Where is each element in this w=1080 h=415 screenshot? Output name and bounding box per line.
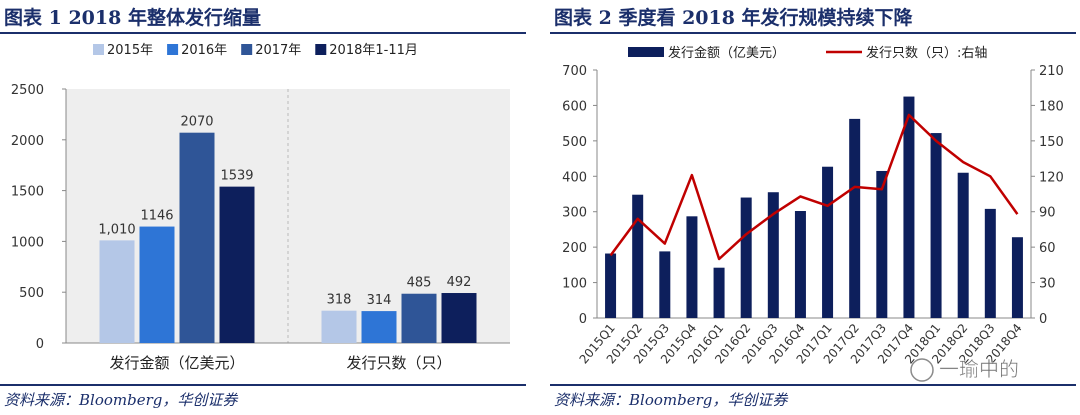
- left-y-tick-label: 0: [579, 312, 587, 327]
- left-title-rule: [0, 32, 526, 34]
- bar: [659, 251, 671, 318]
- bar: [321, 310, 357, 343]
- right-y-tick-label: 210: [1039, 64, 1064, 79]
- bar: [849, 118, 861, 319]
- bar: [740, 197, 752, 318]
- bar: [361, 311, 397, 343]
- bar: [139, 226, 175, 343]
- legend-swatch: [167, 44, 179, 55]
- bar: [984, 208, 996, 318]
- data-label: 1,010: [98, 222, 135, 237]
- left-bottom-rule: [0, 384, 526, 386]
- bar: [957, 172, 969, 318]
- legend-label: 2017年: [255, 43, 301, 58]
- data-label: 485: [407, 276, 432, 291]
- series-line: [609, 113, 1019, 261]
- legend-swatch: [315, 44, 327, 55]
- left-y-tick-label: 300: [562, 206, 587, 221]
- watermark: 一瑜中的: [910, 357, 1019, 382]
- right-y-tick-label: 150: [1039, 135, 1064, 150]
- watermark-logo-icon: [910, 358, 934, 382]
- data-label: 2070: [180, 115, 213, 130]
- left-y-tick-label: 600: [562, 99, 587, 114]
- data-label: 492: [447, 275, 472, 290]
- legend-label: 2018年1-11月: [329, 43, 418, 58]
- right-y-tick-label: 90: [1039, 206, 1056, 221]
- left-y-tick-label: 700: [562, 64, 587, 79]
- bar: [605, 253, 617, 318]
- bar: [930, 133, 942, 318]
- left-y-tick-label: 400: [562, 170, 587, 185]
- y-tick-label: 2500: [11, 83, 44, 98]
- legend-line-label: 发行只数（只）:右轴: [866, 45, 987, 61]
- bar: [903, 96, 915, 318]
- legend-label: 2016年: [181, 43, 227, 58]
- right-y-tick-label: 30: [1039, 277, 1056, 292]
- x-category-label: 发行金额（亿美元）: [109, 354, 244, 372]
- data-label: 1146: [140, 209, 173, 224]
- legend-label: 2015年: [107, 43, 153, 58]
- right-y-tick-label: 120: [1039, 170, 1064, 185]
- left-figure-title: 图表 1 2018 年整体发行缩量: [4, 7, 261, 29]
- y-tick-label: 0: [36, 337, 44, 352]
- right-chart: 0 100 200 300 400 500 600 700 0 30 60 90 120 150 180 21…: [562, 45, 1064, 382]
- y-tick-label: 500: [19, 286, 44, 301]
- bar: [219, 186, 255, 343]
- left-figure-panel: 图表 1 2018 年整体发行缩量 0 500 1000 1500 2000 2500 1,…: [0, 0, 530, 415]
- watermark-text: 一瑜中的: [939, 357, 1019, 381]
- bar: [686, 216, 698, 318]
- x-category-label: 发行只数（只）: [346, 354, 451, 372]
- bar: [1011, 237, 1023, 318]
- data-label: 318: [327, 293, 352, 308]
- legend-swatch: [241, 44, 253, 55]
- bar: [822, 166, 834, 318]
- right-y-tick-label: 180: [1039, 99, 1064, 114]
- left-y-tick-label: 100: [562, 277, 587, 292]
- right-title-rule: [550, 32, 1076, 34]
- legend-swatch: [93, 44, 104, 55]
- left-y-tick-label: 500: [562, 135, 587, 150]
- bar: [713, 267, 725, 318]
- left-source-note: 资料来源：Bloomberg，华创证券: [4, 391, 238, 409]
- bar: [99, 240, 135, 343]
- left-chart: 0 500 1000 1500 2000 2500 1,010 1146 2070 1539 发行金…: [11, 43, 510, 372]
- legend-bar-swatch: [628, 47, 664, 57]
- bar: [632, 194, 644, 318]
- data-label: 1539: [220, 169, 253, 184]
- right-figure-title: 图表 2 季度看 2018 年发行规模持续下降: [554, 7, 913, 29]
- bar: [179, 132, 215, 343]
- bar: [767, 192, 779, 318]
- right-source-note: 资料来源：Bloomberg，华创证券: [554, 391, 788, 409]
- bar: [794, 211, 806, 318]
- bar: [876, 170, 888, 318]
- right-y-tick-label: 60: [1039, 241, 1056, 256]
- y-tick-label: 1500: [11, 185, 44, 200]
- bar: [401, 293, 437, 343]
- legend-bar-label: 发行金额（亿美元）: [668, 45, 785, 61]
- data-label: 314: [367, 293, 392, 308]
- right-y-tick-label: 0: [1039, 312, 1047, 327]
- y-tick-label: 1000: [11, 235, 44, 250]
- right-figure-panel: 图表 2 季度看 2018 年发行规模持续下降 0 100 200 300 400 500…: [550, 0, 1080, 415]
- right-bottom-rule: [550, 384, 1076, 386]
- bar: [441, 293, 477, 343]
- left-y-tick-label: 200: [562, 241, 587, 256]
- y-tick-label: 2000: [11, 134, 44, 149]
